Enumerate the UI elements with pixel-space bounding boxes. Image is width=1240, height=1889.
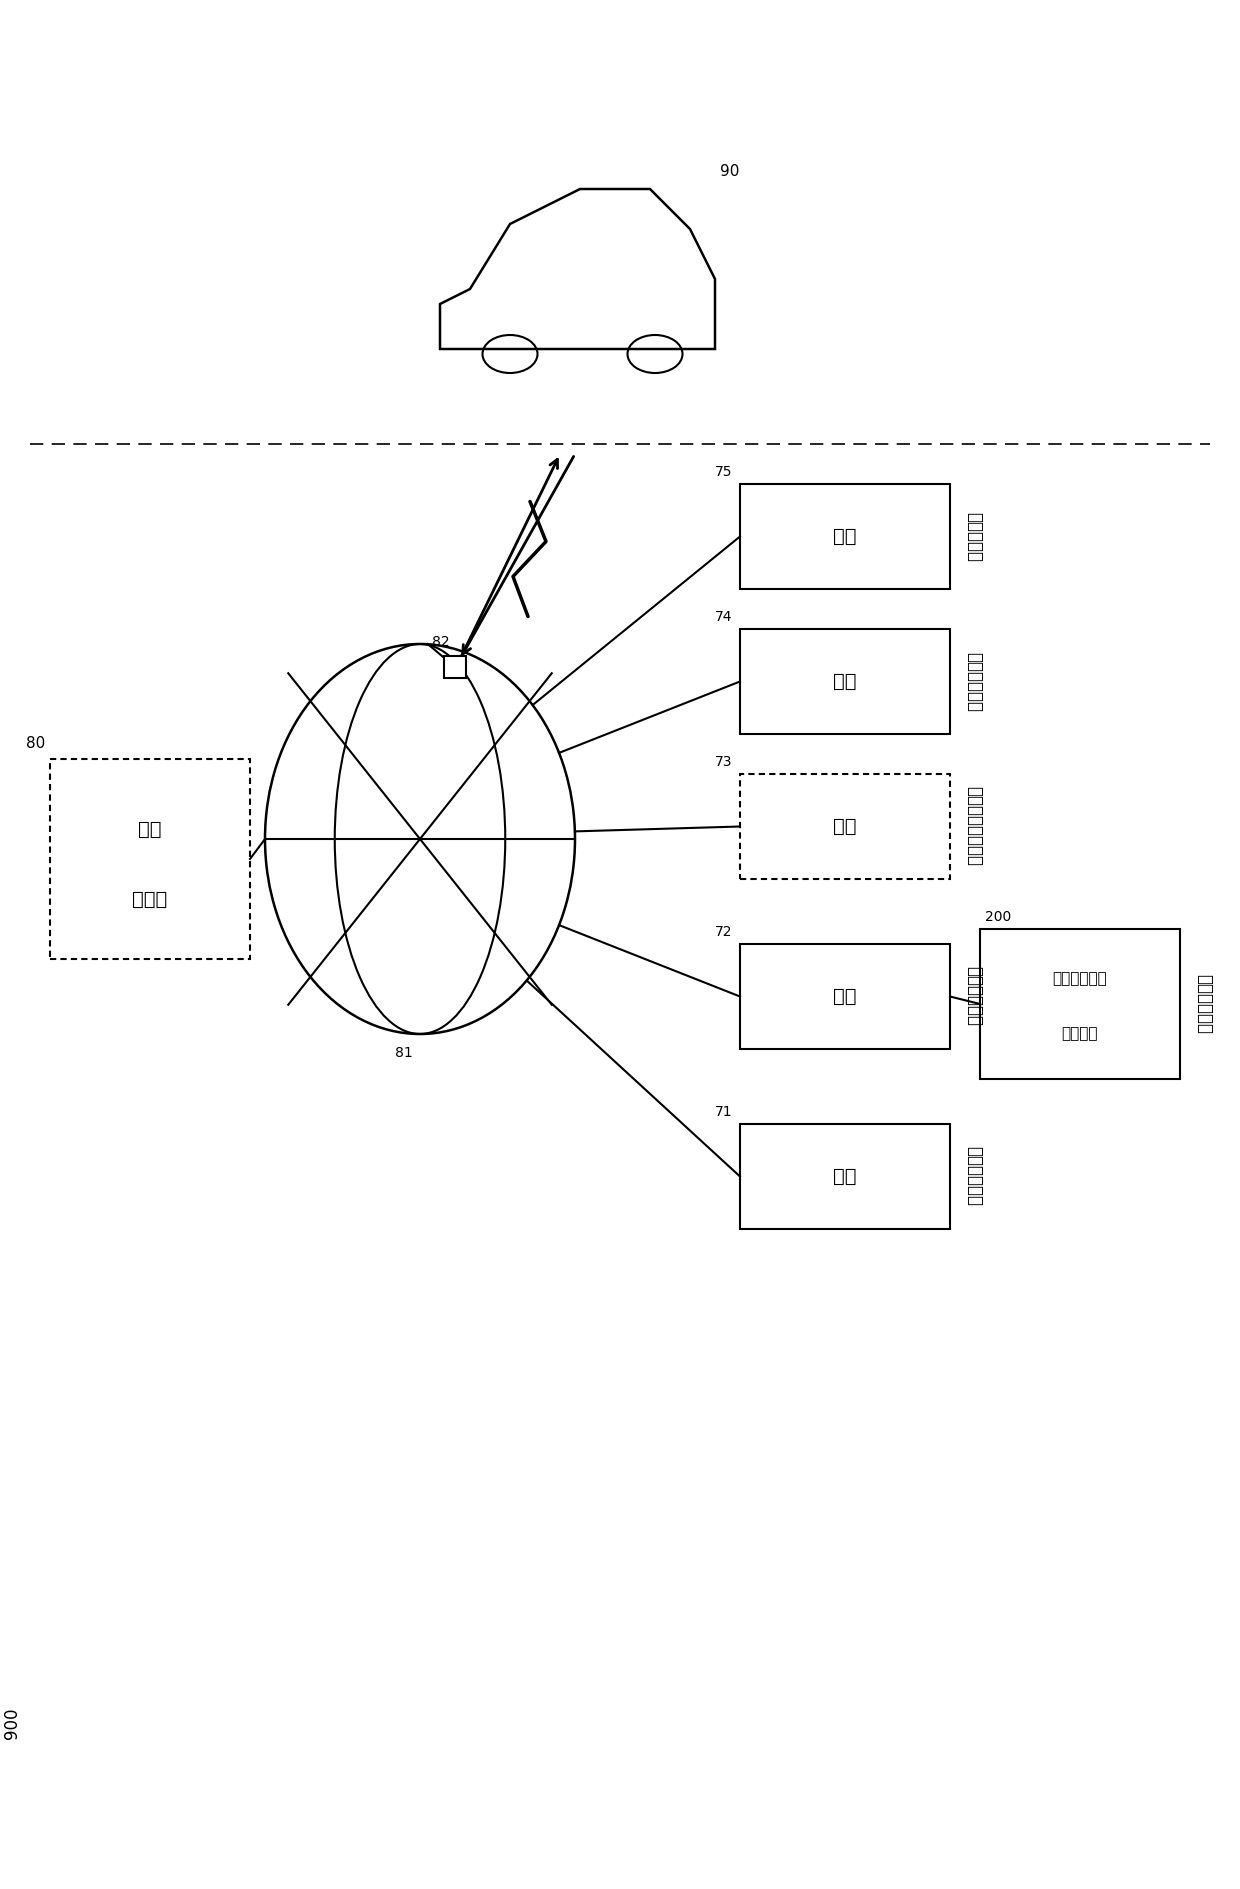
Bar: [740, 774, 950, 878]
Text: 74: 74: [714, 610, 732, 623]
Bar: [740, 484, 950, 589]
Text: 82: 82: [433, 635, 450, 650]
Bar: [444, 655, 466, 678]
Text: 電池情報処理: 電池情報処理: [1053, 971, 1107, 986]
Text: （性能回復業者）: （性能回復業者）: [965, 786, 983, 867]
Text: 73: 73: [714, 756, 732, 769]
Bar: [740, 629, 950, 735]
Text: （回収業者）: （回収業者）: [965, 1147, 983, 1207]
Text: （販売店）: （販売店）: [965, 512, 983, 561]
Text: 900: 900: [2, 1708, 21, 1740]
Text: 80: 80: [26, 737, 45, 752]
Text: 71: 71: [714, 1105, 732, 1118]
Text: 72: 72: [714, 926, 732, 939]
Text: サーバ: サーバ: [133, 890, 167, 909]
Text: 管理: 管理: [138, 820, 161, 839]
Bar: [50, 759, 250, 960]
Bar: [980, 929, 1180, 1079]
Text: 終端: 終端: [833, 1167, 857, 1186]
Text: 終端: 終端: [833, 986, 857, 1007]
Text: システム: システム: [1061, 1026, 1099, 1041]
Bar: [740, 1124, 950, 1230]
Text: （検査業者）: （検査業者）: [965, 967, 983, 1026]
Text: 81: 81: [396, 1047, 413, 1060]
Text: （製造業者）: （製造業者）: [965, 652, 983, 712]
Text: 200: 200: [985, 910, 1012, 924]
Text: （検査業者）: （検査業者）: [1195, 975, 1213, 1033]
Text: 90: 90: [720, 164, 739, 179]
Bar: [740, 944, 950, 1048]
Text: 終端: 終端: [833, 672, 857, 691]
Text: 終端: 終端: [833, 818, 857, 837]
Text: 終端: 終端: [833, 527, 857, 546]
Text: 75: 75: [714, 465, 732, 480]
